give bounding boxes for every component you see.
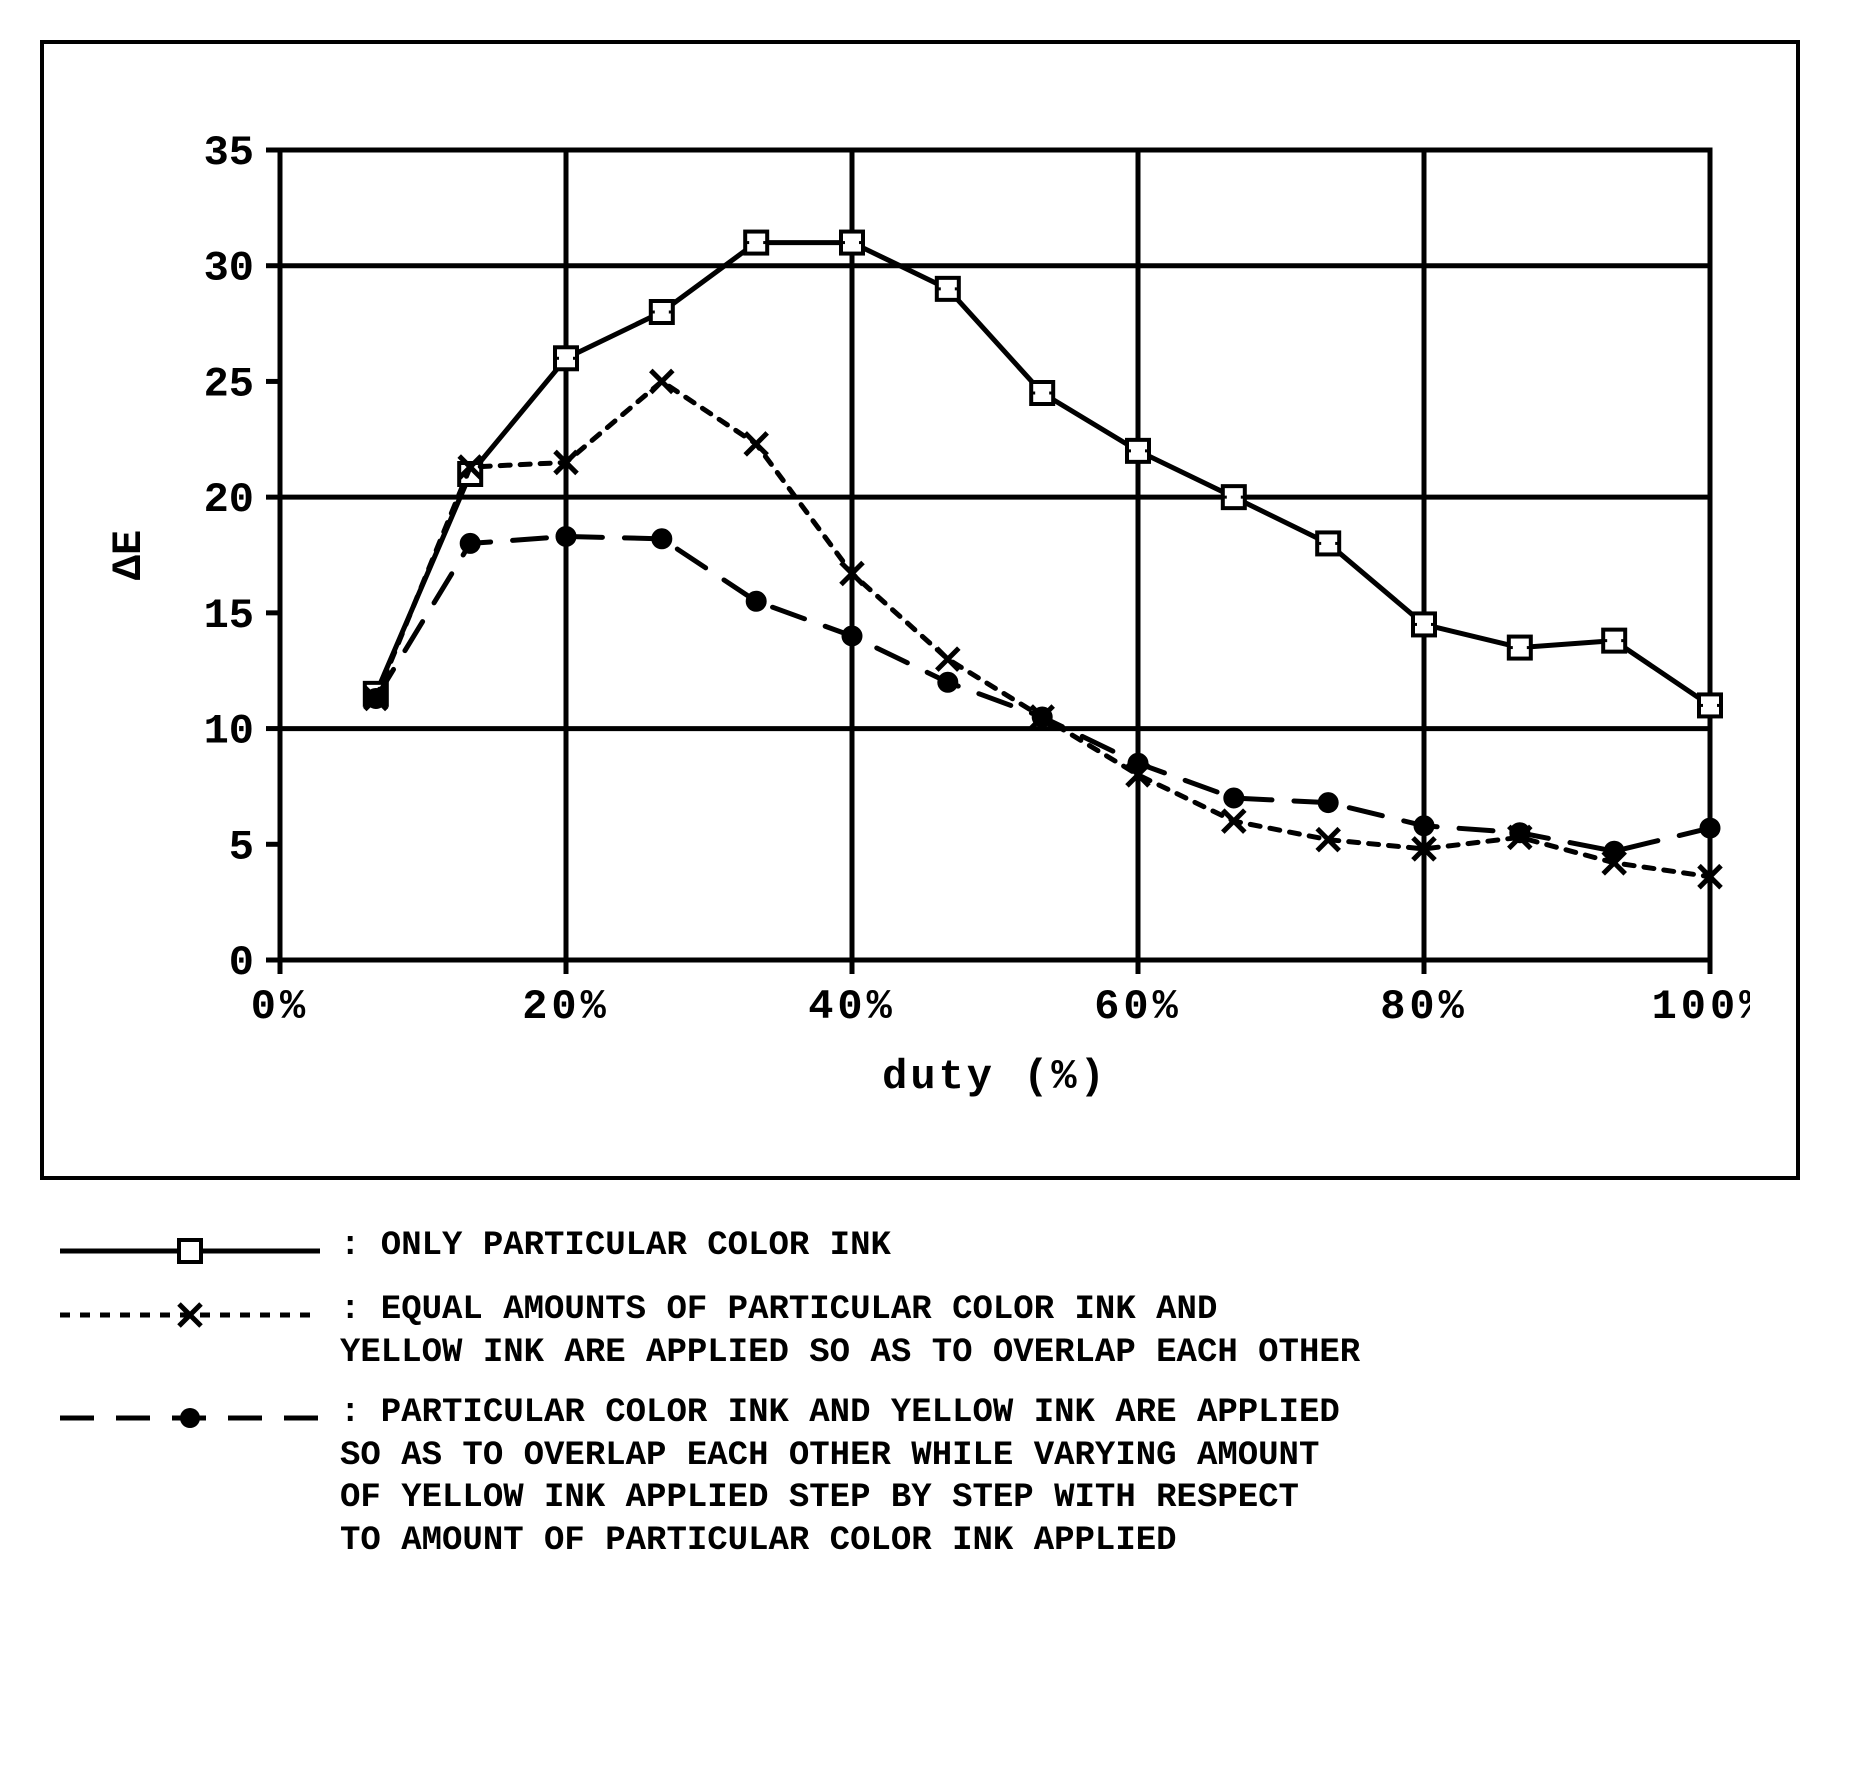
y-axis-label: ΔE — [105, 530, 153, 580]
series-marker-circle — [1510, 823, 1530, 843]
series-marker-circle — [460, 533, 480, 553]
y-tick-label: 25 — [204, 360, 254, 408]
series-marker-circle — [556, 526, 576, 546]
series-marker-circle — [1700, 818, 1720, 838]
series-marker-circle — [1604, 841, 1624, 861]
x-tick-label: 60% — [1094, 983, 1182, 1031]
series-marker-circle — [938, 672, 958, 692]
y-tick-label: 15 — [204, 592, 254, 640]
series-marker-circle — [1128, 753, 1148, 773]
legend-text-circle: : PARTICULAR COLOR INK AND YELLOW INK AR… — [340, 1392, 1812, 1562]
chart-outer-border: 0 5 10 15 20 25 30 35 0% 20% 40% 60% 80% 100% duty (%)… — [40, 40, 1800, 1180]
y-tick-label: 35 — [204, 129, 254, 177]
x-tick-label: 40% — [808, 983, 896, 1031]
series-marker-circle — [366, 688, 386, 708]
chart-svg: 0 5 10 15 20 25 30 35 0% 20% 40% 60% 80% 100% duty (%)… — [90, 90, 1750, 1130]
legend-row-circle: : PARTICULAR COLOR INK AND YELLOW INK AR… — [40, 1392, 1812, 1562]
y-tick-label: 5 — [229, 823, 254, 871]
y-tick-label: 30 — [204, 245, 254, 293]
legend-swatch-circle — [40, 1392, 340, 1438]
series-marker-circle — [1224, 788, 1244, 808]
y-tick-label: 10 — [204, 708, 254, 756]
series-marker-circle — [842, 626, 862, 646]
figure-container: 0 5 10 15 20 25 30 35 0% 20% 40% 60% 80% 100% duty (%)… — [40, 40, 1812, 1562]
legend-text-x: : EQUAL AMOUNTS OF PARTICULAR COLOR INK … — [340, 1289, 1812, 1374]
legend-block: : ONLY PARTICULAR COLOR INK : EQUAL AMOUN… — [40, 1225, 1812, 1562]
series-marker-circle — [1032, 707, 1052, 727]
series-marker-circle — [746, 591, 766, 611]
legend-swatch-x — [40, 1289, 340, 1335]
y-tick-label: 20 — [204, 476, 254, 524]
x-tick-label: 100% — [1652, 983, 1750, 1031]
y-tick-label: 0 — [229, 939, 254, 987]
x-tick-label: 80% — [1380, 983, 1468, 1031]
series-marker-circle — [1318, 793, 1338, 813]
x-axis-label: duty (%) — [882, 1053, 1108, 1101]
legend-swatch-square — [40, 1225, 340, 1271]
series-marker-circle — [1414, 816, 1434, 836]
series-marker-circle — [652, 529, 672, 549]
legend-row-square: : ONLY PARTICULAR COLOR INK — [40, 1225, 1812, 1271]
x-tick-label: 0% — [251, 983, 309, 1031]
x-tick-label: 20% — [522, 983, 610, 1031]
legend-row-x: : EQUAL AMOUNTS OF PARTICULAR COLOR INK … — [40, 1289, 1812, 1374]
legend-text-square: : ONLY PARTICULAR COLOR INK — [340, 1225, 1812, 1268]
